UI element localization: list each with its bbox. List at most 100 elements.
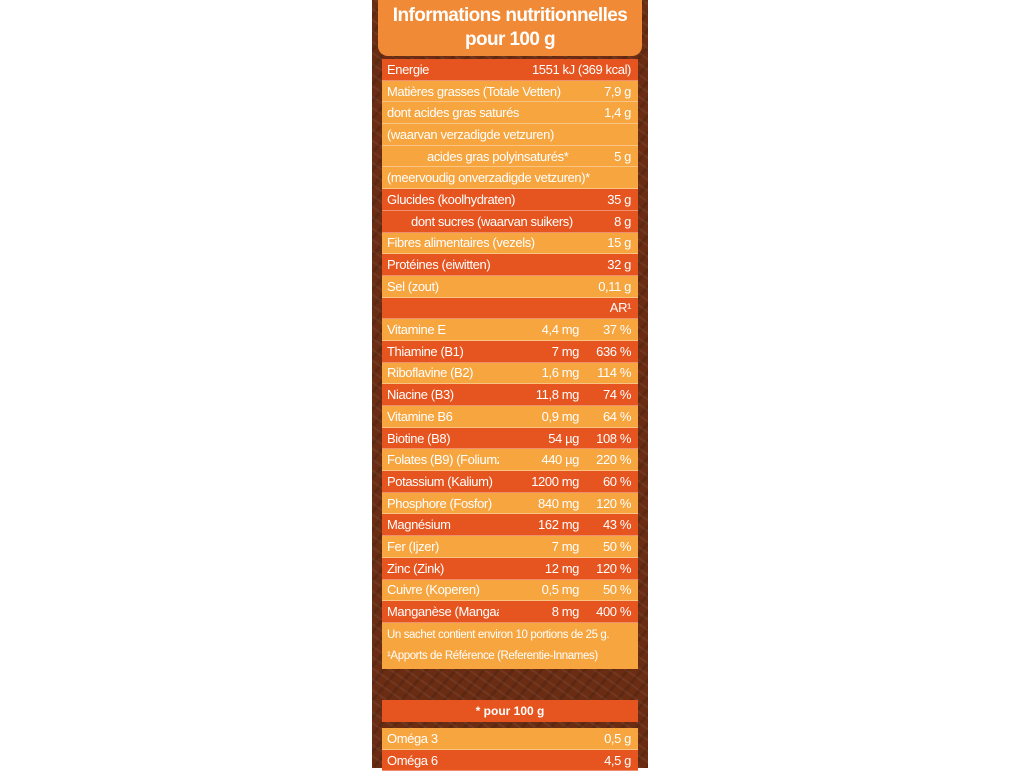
vitamin-mineral-row: Folates (B9) (Foliumzuur) 440 µg 220 % <box>382 449 638 472</box>
vitamin-mineral-amount: 1,6 mg <box>541 365 580 381</box>
vitamin-mineral-row: Cuivre (Koperen) 0,5 mg 50 % <box>382 579 638 602</box>
vitamin-mineral-row: Fer (Ijzer) 7 mg 50 % <box>382 536 638 558</box>
vitamin-mineral-percent: 37 % <box>602 322 631 338</box>
vitamin-mineral-label: Vitamine B6 <box>387 408 453 424</box>
omega-row: Oméga 6 4,5 g <box>382 749 638 771</box>
vitamin-mineral-label: Potassium (Kalium) <box>387 473 493 489</box>
vitamin-mineral-amount: 440 µg <box>541 452 579 468</box>
nutrient-row: dont sucres (waarvan suikers) 8 g <box>382 210 638 233</box>
nutrient-value: 1551 kJ (369 kcal) <box>531 61 631 77</box>
vitamin-mineral-percent: 636 % <box>596 343 631 359</box>
nutrient-row: Protéines (eiwitten) 32 g <box>382 254 638 276</box>
vitamin-mineral-row: Vitamine E 4,4 mg 37 % <box>382 319 638 341</box>
vitamin-mineral-label: Vitamine E <box>387 322 446 338</box>
omega-label: Oméga 3 <box>387 730 438 746</box>
vitamin-mineral-percent: 74 % <box>602 387 631 403</box>
vitamin-mineral-label: Manganèse (Mangaan) <box>387 604 499 620</box>
nutrition-header: Informations nutritionnelles pour 100 g <box>378 0 642 56</box>
nutrient-label: acides gras polyinsaturés* <box>427 148 569 164</box>
nutrient-label: dont acides gras saturés <box>387 105 520 121</box>
omega-value: 4,5 g <box>604 752 631 768</box>
vitamin-mineral-row: Magnésium 162 mg 43 % <box>382 514 638 537</box>
macronutrient-rows: Energie 1551 kJ (369 kcal) Matières grasse… <box>382 59 638 298</box>
vitamin-mineral-label: Biotine (B8) <box>387 430 451 446</box>
ar-header-row: AR¹ <box>382 297 638 320</box>
nutrient-value: 8 g <box>614 213 631 229</box>
vitamin-mineral-percent: 50 % <box>602 538 631 554</box>
vitamin-mineral-label: Phosphore (Fosfor) <box>387 495 492 511</box>
nutrient-value: 15 g <box>607 235 631 251</box>
nutrient-value: 7,9 g <box>604 83 631 99</box>
vitamin-mineral-amount: 0,5 mg <box>541 582 580 598</box>
nutrient-label: (waarvan verzadigde vetzuren) <box>387 126 554 142</box>
vitamin-mineral-percent: 400 % <box>596 604 631 620</box>
nutrient-label: Matières grasses (Totale Vetten) <box>387 83 561 99</box>
ar-header: AR¹ <box>609 300 632 316</box>
vitamin-mineral-label: Fer (Ijzer) <box>387 538 439 554</box>
omega-rows: Oméga 3 0,5 g Oméga 6 4,5 g <box>382 728 638 771</box>
vitamin-mineral-amount: 11,8 mg <box>535 387 580 403</box>
nutrient-row: Matières grasses (Totale Vetten) 7,9 g <box>382 80 638 103</box>
vitamin-mineral-amount: 0,9 mg <box>541 408 580 424</box>
omega-label: Oméga 6 <box>387 752 438 768</box>
nutrient-value: 5 g <box>614 148 631 164</box>
vitamin-mineral-percent: 220 % <box>596 452 631 468</box>
vitamin-mineral-row: Potassium (Kalium) 1200 mg 60 % <box>382 471 638 493</box>
vitamin-mineral-amount: 840 mg <box>538 495 579 511</box>
vitamin-mineral-row: Niacine (B3) 11,8 mg 74 % <box>382 384 638 406</box>
nutrient-label: Fibres alimentaires (vezels) <box>387 235 535 251</box>
vitamin-mineral-percent: 120 % <box>596 495 631 511</box>
vitamin-mineral-row: Manganèse (Mangaan) 8 mg 400 % <box>382 601 638 623</box>
omega-value: 0,5 g <box>604 730 631 746</box>
nutrient-value: 0,11 g <box>598 278 631 294</box>
vitamin-mineral-row: Riboflavine (B2) 1,6 mg 114 % <box>382 362 638 385</box>
vitamin-mineral-label: Zinc (Zink) <box>387 560 444 576</box>
vitamin-mineral-label: Riboflavine (B2) <box>387 365 474 381</box>
vitamin-mineral-label: Magnésium <box>387 517 451 533</box>
vitamin-mineral-amount: 1200 mg <box>531 473 579 489</box>
nutrient-label: Protéines (eiwitten) <box>387 257 491 273</box>
nutrition-label: Informations nutritionnelles pour 100 g … <box>372 0 648 771</box>
omega-header: * pour 100 g <box>382 700 638 722</box>
header-title: Informations nutritionnelles <box>392 5 628 26</box>
vitamin-mineral-row: Phosphore (Fosfor) 840 mg 120 % <box>382 492 638 515</box>
vitamin-mineral-percent: 64 % <box>602 408 631 424</box>
nutrient-label: Energie <box>387 61 430 77</box>
nutrient-label: Sel (zout) <box>387 278 439 294</box>
vitamin-mineral-amount: 162 mg <box>538 517 579 533</box>
vitamin-mineral-percent: 50 % <box>602 582 631 598</box>
nutrient-value: 32 g <box>607 257 631 273</box>
vitamin-mineral-label: Folates (B9) (Foliumzuur) <box>387 452 499 468</box>
reference-note: ¹Apports de Référence (Referentie-Inname… <box>387 649 598 662</box>
footnotes: Un sachet contient environ 10 portions d… <box>382 622 638 669</box>
vitamin-mineral-amount: 8 mg <box>551 604 580 620</box>
nutrient-value: 35 g <box>607 191 631 207</box>
vitamin-mineral-label: Niacine (B3) <box>387 387 454 403</box>
nutrient-row: Fibres alimentaires (vezels) 15 g <box>382 232 638 255</box>
vitamin-mineral-row: Zinc (Zink) 12 mg 120 % <box>382 557 638 580</box>
micronutrient-rows: Vitamine E 4,4 mg 37 % Thiamine (B1) 7 mg 636… <box>382 319 638 623</box>
vitamin-mineral-percent: 120 % <box>596 560 631 576</box>
nutrient-row: (waarvan verzadigde vetzuren) <box>382 124 638 146</box>
vitamin-mineral-label: Thiamine (B1) <box>387 343 464 359</box>
vitamin-mineral-percent: 108 % <box>596 430 631 446</box>
vitamin-mineral-label: Cuivre (Koperen) <box>387 582 480 598</box>
vitamin-mineral-amount: 7 mg <box>551 538 580 554</box>
portion-note: Un sachet contient environ 10 portions d… <box>387 628 610 641</box>
nutrient-row: Energie 1551 kJ (369 kcal) <box>382 59 638 81</box>
nutrient-row: Glucides (koolhydraten) 35 g <box>382 189 638 211</box>
nutrient-label: dont sucres (waarvan suikers) <box>411 213 573 229</box>
nutrient-row: acides gras polyinsaturés* 5 g <box>382 145 638 168</box>
vitamin-mineral-amount: 54 µg <box>548 430 579 446</box>
nutrient-row: dont acides gras saturés 1,4 g <box>382 102 638 125</box>
nutrient-row: (meervoudig onverzadigde vetzuren)* <box>382 167 638 190</box>
omega-row: Oméga 3 0,5 g <box>382 728 638 750</box>
vitamin-mineral-row: Vitamine B6 0,9 mg 64 % <box>382 406 638 428</box>
vitamin-mineral-amount: 12 mg <box>544 560 580 576</box>
vitamin-mineral-percent: 60 % <box>602 473 631 489</box>
vitamin-mineral-row: Biotine (B8) 54 µg 108 % <box>382 427 638 450</box>
vitamin-mineral-percent: 43 % <box>602 517 631 533</box>
vitamin-mineral-percent: 114 % <box>597 365 631 381</box>
nutrition-table: Energie 1551 kJ (369 kcal) Matières grasse… <box>382 59 638 669</box>
omega-table: * pour 100 g Oméga 3 0,5 g Oméga 6 4,5 g <box>382 700 638 771</box>
